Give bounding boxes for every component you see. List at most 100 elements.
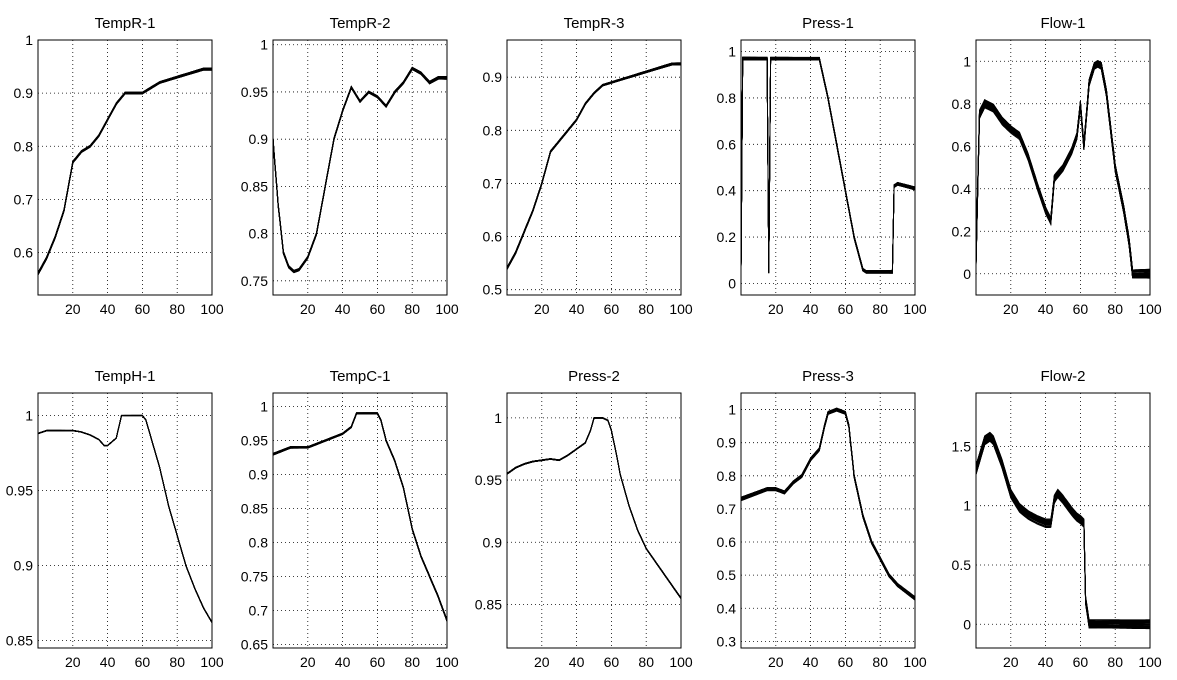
series-line — [741, 409, 915, 599]
series-line — [507, 417, 681, 599]
series-line — [38, 415, 212, 623]
series-line — [507, 64, 681, 269]
series-line — [507, 417, 681, 599]
series-line — [507, 64, 681, 269]
series-line — [38, 415, 212, 623]
series-line — [741, 407, 915, 598]
series-line — [38, 415, 212, 623]
series-line — [741, 408, 915, 598]
series-line — [273, 66, 447, 273]
series-line — [741, 409, 915, 599]
series-line — [273, 67, 447, 272]
series-line — [38, 67, 212, 276]
series-line — [976, 440, 1150, 627]
y-tick-label: 0.7 — [717, 501, 737, 517]
series-line — [38, 67, 212, 274]
series-line — [507, 417, 681, 599]
series-line — [38, 69, 212, 276]
y-tick-label: 0.4 — [952, 181, 972, 197]
series-line — [507, 417, 681, 599]
x-tick-label: 100 — [435, 654, 459, 670]
series-line — [273, 412, 447, 621]
series-line — [507, 417, 681, 599]
y-tick-label: 0.85 — [6, 633, 33, 649]
series-line — [273, 412, 447, 621]
series-line — [741, 408, 915, 599]
x-tick-label: 20 — [65, 654, 81, 670]
series-line — [507, 417, 681, 599]
series-line — [741, 409, 915, 600]
series-line — [507, 63, 681, 269]
series-line — [273, 412, 447, 621]
series-line — [38, 69, 212, 274]
series-line — [741, 409, 915, 601]
series-line — [38, 68, 212, 275]
series-line — [741, 409, 915, 599]
y-tick-label: 1 — [25, 32, 33, 48]
y-tick-label: 0.4 — [717, 183, 737, 199]
y-tick-label: 1 — [963, 498, 971, 514]
series-line — [976, 436, 1150, 629]
series-line — [507, 417, 681, 599]
x-tick-label: 60 — [838, 301, 854, 317]
series-line — [741, 410, 915, 600]
series-line — [741, 410, 915, 601]
series-line — [38, 415, 212, 623]
subplot-1: TempR-1 20 40 60 80 100 0.6 0.7 0.8 0.9 1 — [14, 15, 224, 317]
x-tick-label: 20 — [768, 654, 784, 670]
series-line — [38, 415, 212, 623]
y-tick-label: 0.85 — [241, 501, 268, 517]
series-line — [38, 415, 212, 624]
series-line — [507, 417, 681, 599]
series-line — [741, 408, 915, 598]
axes-frame — [506, 392, 682, 649]
subplot-title: TempR-1 — [95, 15, 156, 32]
series-line — [273, 68, 447, 272]
y-tick-label: 0.2 — [952, 223, 972, 239]
series-line — [38, 68, 212, 274]
series-line — [741, 409, 915, 600]
y-tick-label: 0.6 — [717, 534, 737, 550]
series-line — [38, 415, 212, 623]
series-bundle — [273, 412, 447, 622]
series-line — [38, 415, 212, 623]
series-line — [507, 417, 681, 599]
series-line — [38, 68, 212, 274]
series-line — [273, 66, 447, 271]
y-tick-label: 0.7 — [14, 191, 34, 207]
x-tick-label: 100 — [1138, 654, 1162, 670]
series-line — [507, 63, 681, 270]
series-line — [273, 412, 447, 622]
y-tick-label: 0.3 — [717, 633, 737, 649]
series-bundle — [976, 59, 1150, 279]
series-line — [741, 409, 915, 599]
y-tick-label: 1 — [728, 402, 736, 418]
series-line — [507, 64, 681, 270]
series-line — [273, 412, 447, 621]
series-line — [507, 417, 681, 599]
series-line — [976, 64, 1150, 276]
series-line — [507, 417, 681, 599]
x-tick-label: 80 — [872, 654, 888, 670]
series-bundle — [38, 67, 212, 276]
series-line — [273, 68, 447, 272]
y-tick-label: 0.9 — [717, 435, 737, 451]
y-tick-label: 1 — [25, 408, 33, 424]
subplot-4: Press-1 20 40 60 80 100 0 0.2 0.4 0.6 0.8 1 — [717, 15, 927, 317]
x-tick-label: 20 — [300, 654, 316, 670]
y-tick-label: 0.6 — [483, 229, 503, 245]
subplot-title: Press-3 — [802, 368, 854, 385]
series-line — [273, 67, 447, 273]
series-bundle — [38, 414, 212, 624]
series-line — [741, 408, 915, 599]
x-tick-label: 20 — [1003, 654, 1019, 670]
x-tick-label: 60 — [370, 654, 386, 670]
series-line — [273, 412, 447, 621]
series-line — [507, 417, 681, 599]
series-line — [507, 417, 681, 599]
y-tick-label: 1 — [494, 410, 502, 426]
series-line — [38, 415, 212, 623]
series-bundle — [273, 66, 447, 274]
subplot-6: TempH-1 20 40 60 80 100 0.85 0.9 0.95 1 — [6, 368, 224, 670]
y-tick-label: 0.8 — [952, 96, 972, 112]
